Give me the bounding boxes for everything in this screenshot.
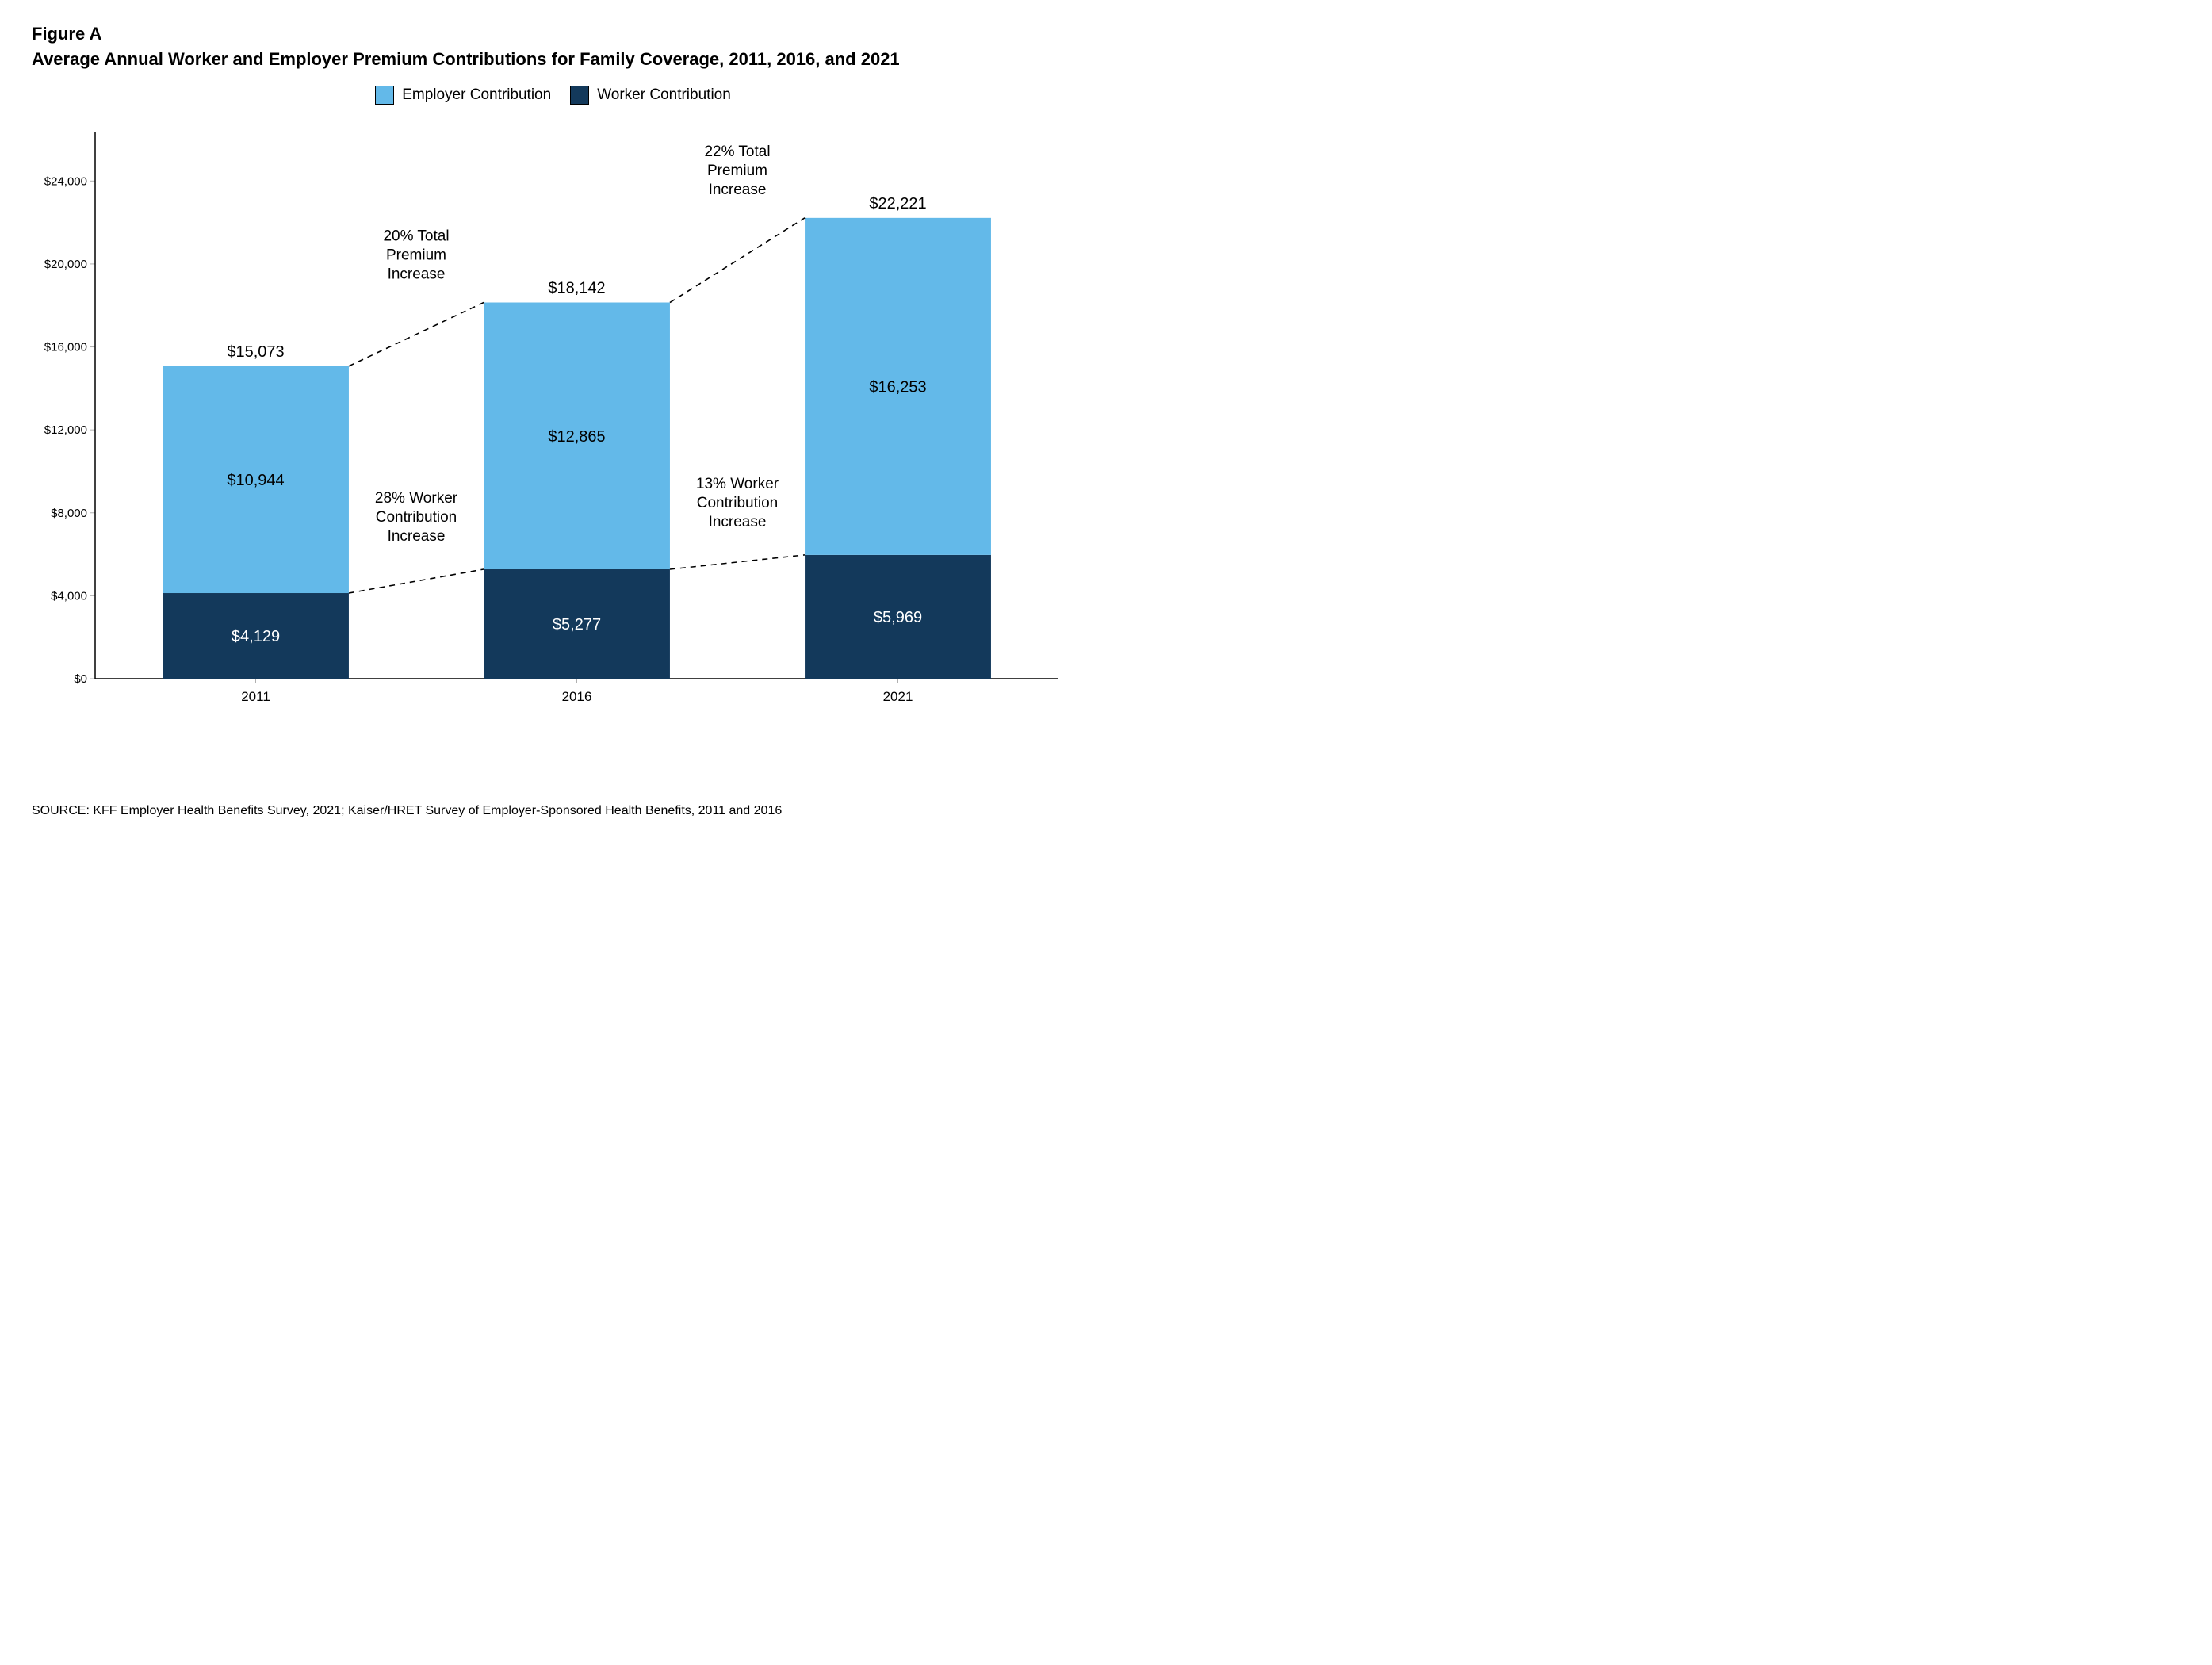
chart-title: Average Annual Worker and Employer Premi… bbox=[32, 48, 1031, 71]
employer-value-label: $16,253 bbox=[869, 378, 926, 396]
worker-value-label: $5,969 bbox=[874, 609, 922, 626]
y-tick-label: $4,000 bbox=[51, 589, 87, 603]
worker-value-label: $5,277 bbox=[553, 616, 601, 633]
annotation-line: Premium bbox=[386, 247, 446, 263]
stacked-bar-chart: $0 $4,000 $8,000 $12,000 $16,000 $20,000 $24,0… bbox=[32, 116, 1074, 718]
legend: Employer Contribution Worker Contributio… bbox=[32, 86, 1074, 105]
annotation-line: 22% Total bbox=[704, 144, 770, 160]
connector-line bbox=[670, 218, 805, 303]
annotation-line: Premium bbox=[707, 163, 767, 179]
y-tick-label: $20,000 bbox=[44, 258, 87, 271]
y-tick-label: $12,000 bbox=[44, 423, 87, 437]
employer-value-label: $12,865 bbox=[548, 427, 605, 445]
total-value-label: $18,142 bbox=[548, 279, 605, 297]
total-value-label: $15,073 bbox=[227, 343, 284, 360]
worker-value-label: $4,129 bbox=[232, 628, 280, 645]
annotation-line: Increase bbox=[709, 182, 767, 198]
annotation-line: Contribution bbox=[376, 509, 457, 526]
legend-item-worker: Worker Contribution bbox=[570, 86, 731, 105]
category-label: 2021 bbox=[883, 689, 913, 704]
category-label: 2011 bbox=[241, 689, 270, 704]
total-value-label: $22,221 bbox=[869, 195, 926, 212]
annotation-line: 13% Worker bbox=[696, 476, 779, 492]
annotation-line: Contribution bbox=[697, 495, 778, 511]
annotation-line: 20% Total bbox=[383, 228, 449, 244]
source-note: SOURCE: KFF Employer Health Benefits Sur… bbox=[32, 804, 782, 818]
figure-label: Figure A bbox=[32, 24, 1074, 44]
figure-container: Figure A Average Annual Worker and Emplo… bbox=[0, 0, 1106, 832]
y-tick-label: $8,000 bbox=[51, 506, 87, 519]
y-tick-label: $24,000 bbox=[44, 174, 87, 188]
legend-label-worker: Worker Contribution bbox=[597, 86, 731, 104]
legend-swatch-worker bbox=[570, 86, 589, 105]
annotation-line: Increase bbox=[709, 514, 767, 530]
y-tick-label: $16,000 bbox=[44, 340, 87, 354]
connector-line bbox=[349, 569, 484, 593]
annotation-line: Increase bbox=[388, 528, 446, 545]
legend-label-employer: Employer Contribution bbox=[402, 86, 551, 104]
y-tick-label: $0 bbox=[74, 672, 87, 686]
connector-line bbox=[349, 302, 484, 366]
annotation-line: 28% Worker bbox=[375, 490, 458, 507]
employer-value-label: $10,944 bbox=[227, 472, 284, 489]
legend-swatch-employer bbox=[375, 86, 394, 105]
legend-item-employer: Employer Contribution bbox=[375, 86, 551, 105]
connector-line bbox=[670, 555, 805, 569]
chart-area: $0 $4,000 $8,000 $12,000 $16,000 $20,000 $24,0… bbox=[32, 116, 1074, 718]
category-label: 2016 bbox=[562, 689, 592, 704]
annotation-line: Increase bbox=[388, 266, 446, 282]
